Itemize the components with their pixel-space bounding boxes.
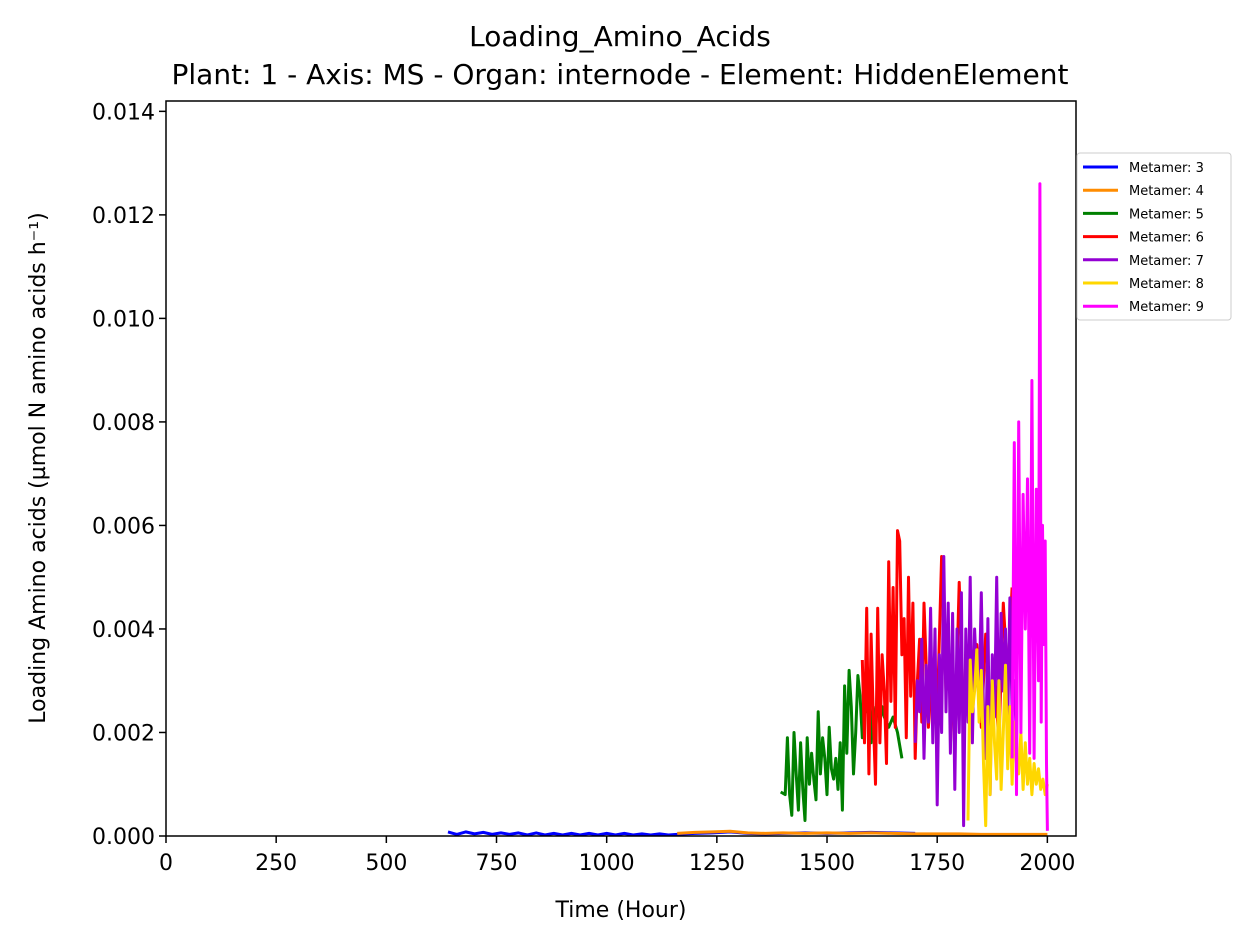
legend-label: Metamer: 6 [1129,231,1204,246]
legend-label: Metamer: 5 [1129,207,1204,222]
y-tick-label: 0.002 [92,721,155,746]
chart-title: Loading_Amino_Acids [469,20,771,53]
y-tick-label: 0.008 [92,411,155,436]
y-tick-label: 0.012 [92,204,155,229]
x-axis-ticks: 0 250 500 750 1000 1250 1500 1750 2000 [159,836,1075,876]
y-axis-ticks: 0.000 0.002 0.004 0.006 0.008 0.010 0.012 0.014 [92,100,166,850]
legend-frame [1076,152,1232,321]
x-tick-label: 750 [476,851,518,876]
y-axis-label: Loading Amino acids (µmol N amino acids … [26,212,51,723]
x-tick-label: 1000 [579,851,635,876]
plot-frame [165,100,1077,837]
x-tick-label: 500 [365,851,407,876]
y-tick-label: 0.000 [92,825,155,850]
legend-label: Metamer: 4 [1129,184,1204,199]
x-tick-label: 1500 [799,851,855,876]
series-line-metamer-6 [860,529,1014,786]
x-tick-label: 0 [159,851,173,876]
legend-label: Metamer: 3 [1129,161,1204,176]
legend: Metamer: 3 Metamer: 4 Metamer: 5 Metamer: 6… [1076,152,1232,321]
series-line-metamer-4 [677,829,1048,836]
series-line-metamer-8 [966,648,1049,828]
series-line-metamer-9 [1010,182,1049,831]
chart-subtitle: Plant: 1 - Axis: MS - Organ: internode -… [172,58,1069,91]
x-tick-label: 250 [255,851,297,876]
y-tick-label: 0.006 [92,514,155,539]
x-tick-label: 1750 [909,851,965,876]
y-tick-label: 0.010 [92,307,155,332]
legend-label: Metamer: 8 [1129,277,1204,292]
x-tick-label: 2000 [1019,851,1075,876]
y-tick-label: 0.004 [92,618,155,643]
series-lines [447,182,1049,837]
legend-label: Metamer: 7 [1129,254,1204,269]
x-tick-label: 1250 [689,851,745,876]
x-axis-label: Time (Hour) [555,898,687,923]
y-tick-label: 0.014 [92,100,155,125]
legend-label: Metamer: 9 [1129,300,1204,315]
